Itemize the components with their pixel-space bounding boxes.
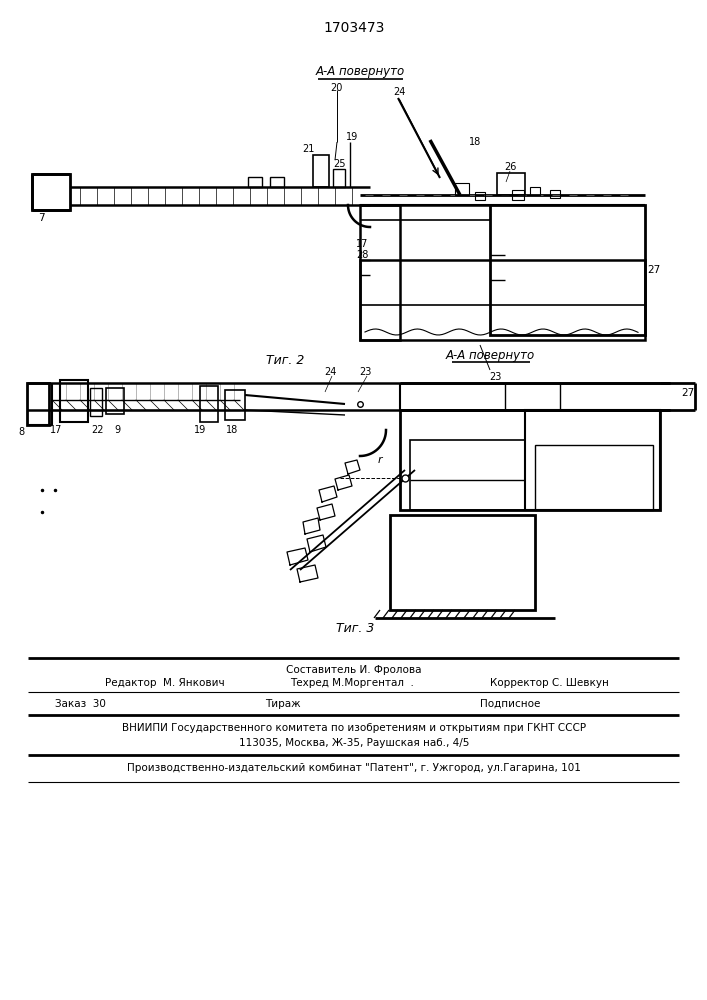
Text: 19: 19 xyxy=(346,132,358,142)
Bar xyxy=(60,380,88,422)
Bar xyxy=(248,177,262,187)
Text: 26: 26 xyxy=(504,162,516,172)
Bar xyxy=(512,190,524,200)
Text: 18: 18 xyxy=(469,137,481,147)
Text: 23: 23 xyxy=(489,372,501,382)
Text: ВНИИПИ Государственного комитета по изобретениям и открытиям при ГКНТ СССР: ВНИИПИ Государственного комитета по изоб… xyxy=(122,723,586,733)
Text: Заказ  30: Заказ 30 xyxy=(55,699,106,709)
Text: Τиг. 3: Τиг. 3 xyxy=(336,621,374,635)
Bar xyxy=(27,383,49,425)
Text: 17: 17 xyxy=(49,425,62,435)
Bar xyxy=(497,173,525,195)
Bar xyxy=(390,515,535,610)
Text: 8: 8 xyxy=(18,427,24,437)
Bar xyxy=(200,386,218,422)
Bar xyxy=(525,410,660,510)
Text: 7: 7 xyxy=(37,213,45,223)
Text: Корректор С. Шевкун: Корректор С. Шевкун xyxy=(490,678,609,688)
Bar xyxy=(535,445,653,510)
Text: 20: 20 xyxy=(329,83,342,93)
Text: 19: 19 xyxy=(194,425,206,435)
Text: Производственно-издательский комбинат "Патент", г. Ужгород, ул.Гагарина, 101: Производственно-издательский комбинат "П… xyxy=(127,763,581,773)
Text: 17: 17 xyxy=(356,239,368,249)
Text: r: r xyxy=(378,455,382,465)
Text: 28: 28 xyxy=(356,250,368,260)
Bar xyxy=(90,388,102,416)
Text: Тираж: Тираж xyxy=(265,699,300,709)
Bar xyxy=(360,260,645,340)
Text: Составитель И. Фролова: Составитель И. Фролова xyxy=(286,665,422,675)
Text: 24: 24 xyxy=(324,367,337,377)
Text: Техред М.Моргентал  .: Техред М.Моргентал . xyxy=(290,678,414,688)
Text: 113035, Москва, Ж-35, Раушская наб., 4/5: 113035, Москва, Ж-35, Раушская наб., 4/5 xyxy=(239,738,469,748)
Bar xyxy=(490,205,645,335)
Text: 22: 22 xyxy=(90,425,103,435)
Text: 1703473: 1703473 xyxy=(323,21,385,35)
Text: A-A повернуто: A-A повернуто xyxy=(445,349,534,361)
Text: 25: 25 xyxy=(334,159,346,169)
Text: 21: 21 xyxy=(302,144,314,154)
Bar xyxy=(333,169,345,187)
Bar xyxy=(410,440,525,510)
Bar xyxy=(360,205,400,340)
Bar xyxy=(550,190,560,198)
Text: 27: 27 xyxy=(648,265,660,275)
Text: Τиг. 2: Τиг. 2 xyxy=(266,354,304,366)
Bar xyxy=(270,177,284,187)
Text: 18: 18 xyxy=(226,425,238,435)
Text: 9: 9 xyxy=(114,425,120,435)
Bar xyxy=(313,155,329,187)
Text: 27: 27 xyxy=(682,388,694,398)
Bar xyxy=(106,388,124,414)
Text: Редактор  М. Янкович: Редактор М. Янкович xyxy=(105,678,225,688)
Text: A-A повернуто: A-A повернуто xyxy=(315,66,404,79)
Text: 24: 24 xyxy=(393,87,405,97)
Bar xyxy=(475,192,485,200)
Bar xyxy=(530,187,540,195)
Bar xyxy=(32,174,70,210)
Bar xyxy=(225,390,245,420)
Text: Подписное: Подписное xyxy=(480,699,540,709)
Bar xyxy=(455,183,469,195)
Bar xyxy=(400,410,660,510)
Text: 23: 23 xyxy=(359,367,371,377)
